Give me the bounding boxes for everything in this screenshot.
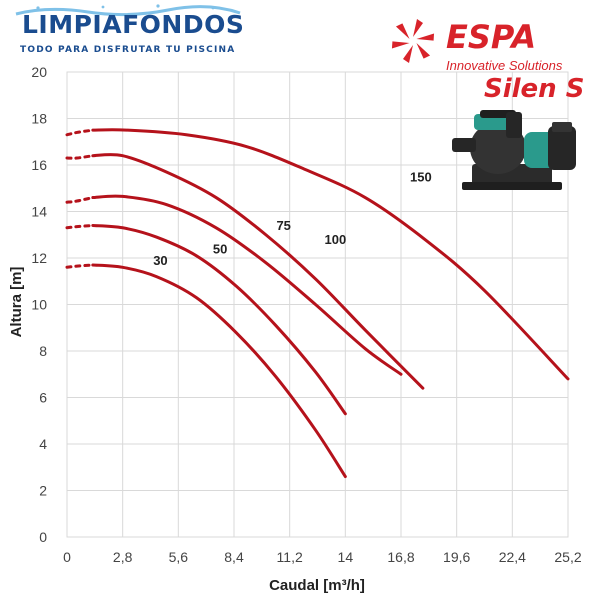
y-tick-label: 14 [31,204,47,220]
product-name: Silen S [484,74,585,104]
y-tick-label: 0 [39,529,47,545]
y-tick-label: 10 [31,297,47,313]
series-100-line [91,153,425,390]
curve-label-100: 100 [325,232,347,247]
x-tick-label: 16,8 [387,549,414,565]
y-tick-label: 12 [31,250,47,266]
curve-label-75: 75 [276,218,290,233]
axes: 0 2,8 5,6 8,4 11,2 14 16,8 19,6 22,4 25,2 0 2 4 6 8 10 1… [31,64,581,565]
x-tick-label: 8,4 [224,549,244,565]
curve-label-150: 150 [410,169,432,184]
brand-name: LIMPIAFONDOS [22,10,245,39]
water-splash-icon [15,4,241,17]
series-100-dashed [65,154,95,160]
grid [66,71,569,538]
y-axis-title: Altura [m] [8,267,25,338]
x-tick-label: 14 [338,549,354,565]
series-150-line [91,128,570,381]
x-tick-label: 2,8 [113,549,133,565]
series-75-line [91,194,403,376]
x-tick-label: 0 [63,549,71,565]
curve-label-30: 30 [153,253,167,268]
series-150-dashed [65,128,95,137]
series-50-line [91,223,347,416]
curve-label-50: 50 [213,241,227,256]
x-tick-label: 25,2 [554,549,581,565]
x-tick-label: 22,4 [499,549,526,565]
x-tick-label: 19,6 [443,549,470,565]
brand-tagline: TODO PARA DISFRUTAR TU PISCINA [20,45,236,55]
y-tick-label: 16 [31,157,47,173]
series-30-line [91,263,347,479]
espa-logo-icon [391,19,435,63]
x-axis-title: Caudal [m³/h] [269,577,365,594]
y-tick-label: 4 [39,436,47,452]
maker-tagline: Innovative Solutions [446,58,563,73]
pump-illustration [452,110,576,190]
y-tick-label: 2 [39,483,47,499]
x-tick-label: 5,6 [169,549,189,565]
y-tick-label: 6 [39,390,47,406]
limpiafondos-logo: LIMPIAFONDOS TODO PARA DISFRUTAR TU PISC… [8,4,248,60]
espa-branding: ESPA Innovative Solutions Silen S [386,10,586,110]
curve-labels: 30 50 75 100 150 [153,169,432,268]
series-group [65,128,570,479]
maker-name: ESPA [446,18,537,56]
x-tick-label: 11,2 [277,549,303,565]
series-50-dashed [65,223,95,230]
series-30-dashed [65,263,95,269]
y-tick-label: 18 [31,111,47,127]
y-tick-label: 20 [31,64,47,80]
series-75-dashed [65,196,95,204]
y-tick-label: 8 [39,343,47,359]
